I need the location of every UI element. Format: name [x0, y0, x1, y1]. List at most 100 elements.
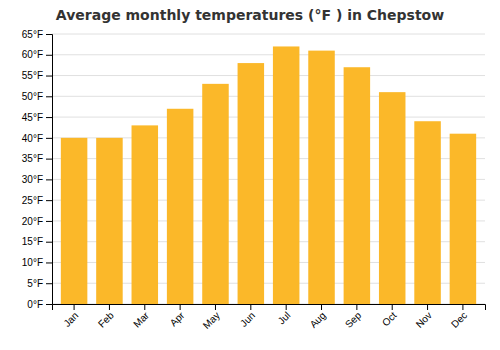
title: Average monthly temperatures (°F ) in Ch… — [56, 7, 444, 23]
y-tick: 60°F — [22, 49, 52, 60]
x-tick-label: Aug — [308, 310, 328, 330]
x-tick: Jun — [238, 304, 257, 329]
x-tick-mark — [215, 304, 216, 310]
y-tick: 25°F — [22, 195, 52, 206]
x-tick-label: Apr — [168, 309, 187, 328]
x-axis: Jan Feb Mar Apr May Jun Jul Aug Sep Oct Nov Dec — [53, 304, 486, 331]
y-tick-label: 55°F — [22, 70, 43, 81]
grid-line — [52, 96, 485, 97]
x-tick-label: Sep — [343, 309, 364, 330]
x-tick-mark — [250, 304, 251, 310]
y-tick-label: 40°F — [22, 133, 43, 144]
y-tick-mark — [46, 262, 52, 263]
y-tick-label: 15°F — [22, 236, 43, 247]
y-tick-label: 25°F — [22, 195, 43, 206]
y-tick: 50°F — [22, 91, 52, 102]
y-tick: 0°F — [27, 299, 52, 310]
y-tick-mark — [46, 200, 52, 201]
x-tick-mark — [356, 304, 357, 310]
grid-line — [52, 117, 485, 118]
x-tick-mark — [144, 304, 145, 310]
y-tick-label: 0°F — [27, 299, 43, 310]
x-tick: Apr — [168, 304, 187, 328]
x-tick: Nov — [414, 304, 434, 330]
y-tick-label: 30°F — [22, 174, 43, 185]
y-axis: 0°F 5°F 10°F 15°F 20°F 25°F 30°F 35°F 40°F 45°F 50… — [22, 29, 53, 310]
x-tick: Sep — [343, 304, 364, 330]
x-tick-label: Jul — [276, 310, 293, 327]
y-tick: 65°F — [22, 29, 52, 40]
y-tick-mark — [46, 304, 52, 305]
y-tick-mark — [46, 76, 52, 77]
bar — [238, 63, 265, 304]
bar — [61, 138, 88, 304]
y-tick-mark — [46, 221, 52, 222]
x-tick-mark — [109, 304, 110, 310]
x-tick-mark — [462, 304, 463, 310]
y-tick: 30°F — [22, 174, 52, 185]
x-tick-label: Jun — [238, 310, 257, 329]
y-tick-label: 35°F — [22, 153, 43, 164]
y-tick-label: 10°F — [22, 257, 43, 268]
grid — [52, 34, 485, 304]
grid-line — [52, 34, 485, 35]
x-tick: Dec — [449, 304, 469, 330]
y-tick-mark — [46, 138, 52, 139]
y-tick: 35°F — [22, 153, 52, 164]
y-tick: 20°F — [22, 216, 52, 227]
x-tick-label: Oct — [380, 310, 399, 329]
x-tick: Jul — [276, 304, 293, 326]
x-tick-mark — [427, 304, 428, 310]
x-tick-label: Nov — [414, 310, 434, 330]
x-tick: Aug — [308, 304, 328, 330]
x-tick-label: Mar — [131, 309, 151, 329]
y-tick-label: 60°F — [22, 49, 43, 60]
x-tick: May — [201, 304, 222, 331]
x-tick-mark — [392, 304, 393, 310]
x-tick: Oct — [380, 304, 399, 328]
x-axis-line — [53, 305, 486, 311]
bar — [344, 67, 371, 304]
x-tick-mark — [321, 304, 322, 310]
y-tick-mark — [46, 55, 52, 56]
grid-line — [52, 54, 485, 55]
x-tick-label: May — [201, 310, 222, 331]
y-tick-mark — [46, 34, 52, 35]
y-tick-mark — [46, 283, 52, 284]
bars — [61, 46, 476, 304]
y-tick-label: 65°F — [22, 29, 43, 40]
y-tick: 10°F — [22, 257, 52, 268]
y-tick-mark — [46, 242, 52, 243]
y-tick-label: 45°F — [22, 112, 43, 123]
bar — [379, 92, 406, 304]
chart: 0°F 5°F 10°F 15°F 20°F 25°F 30°F 35°F 40°F 45°F 50… — [0, 0, 500, 350]
x-tick-label: Feb — [96, 309, 116, 329]
bar — [273, 46, 300, 304]
x-tick: Mar — [131, 304, 151, 330]
bar — [202, 84, 229, 304]
x-tick-label: Dec — [449, 310, 469, 330]
y-tick-mark — [46, 96, 52, 97]
y-tick-label: 20°F — [22, 216, 43, 227]
bar — [132, 125, 159, 304]
bar — [96, 138, 123, 304]
grid-line — [52, 75, 485, 76]
y-tick: 40°F — [22, 133, 52, 144]
y-tick-mark — [46, 159, 52, 160]
bar — [308, 51, 335, 304]
bar — [167, 109, 194, 304]
y-axis-line — [46, 35, 53, 305]
x-tick: Feb — [96, 304, 116, 330]
bar — [450, 134, 477, 304]
x-tick-mark — [74, 304, 75, 310]
y-tick: 55°F — [22, 70, 52, 81]
y-tick: 15°F — [22, 236, 52, 247]
bar — [414, 121, 441, 304]
y-tick-mark — [46, 117, 52, 118]
y-tick: 45°F — [22, 112, 52, 123]
plot: 0°F 5°F 10°F 15°F 20°F 25°F 30°F 35°F 40°F 45°F 50… — [22, 29, 486, 331]
x-tick-label: Jan — [61, 310, 80, 329]
y-tick-label: 5°F — [27, 278, 43, 289]
y-tick-mark — [46, 179, 52, 180]
y-tick: 5°F — [27, 278, 52, 289]
